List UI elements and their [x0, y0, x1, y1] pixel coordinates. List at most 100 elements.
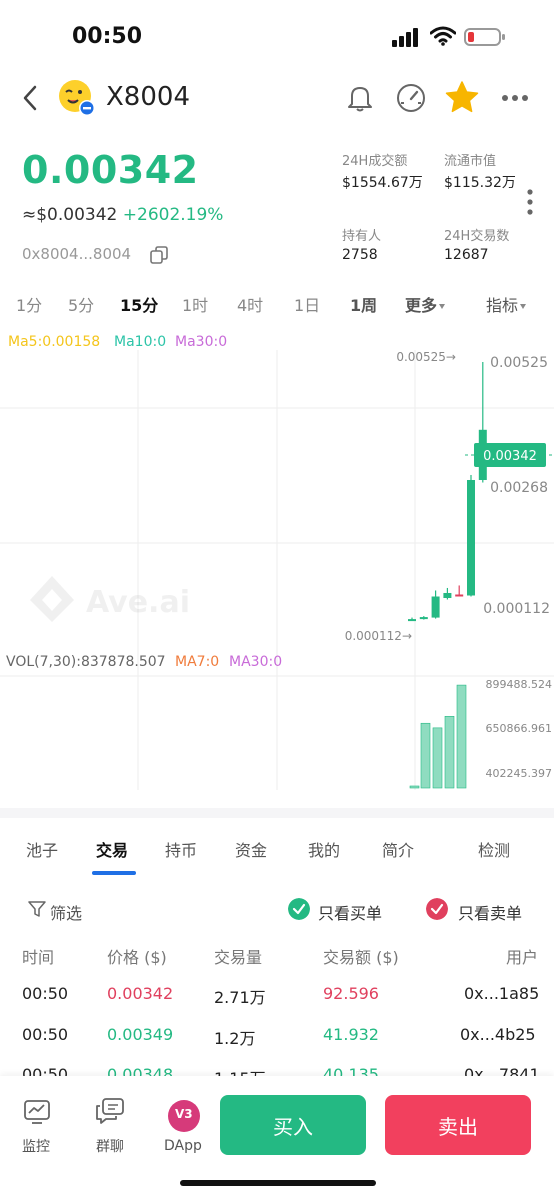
- high-price-marker: 0.00525→: [396, 350, 456, 364]
- volume-bar: [456, 684, 467, 789]
- candle-body: [467, 480, 475, 596]
- only-buy-check-icon[interactable]: [288, 898, 310, 920]
- volume-ma30: MA30:0: [229, 654, 283, 670]
- tab-holders[interactable]: 持币: [165, 841, 198, 860]
- battery-low-icon: [464, 28, 505, 46]
- usd-price-line: ≈$0.00342 +2602.19%: [22, 205, 223, 225]
- row-price: 0.00342: [107, 984, 174, 1003]
- indicator-menu[interactable]: 指标: [486, 292, 527, 316]
- indicator-label: 指标: [486, 296, 519, 315]
- tab-intro[interactable]: 简介: [382, 841, 415, 860]
- row-user[interactable]: 0x...1a85: [464, 984, 540, 1003]
- row-volume: 2.71万: [214, 988, 266, 1007]
- dropdown-triangle-icon: [439, 304, 446, 309]
- volume-ma7: MA7:0: [175, 654, 220, 670]
- token-price: 0.00342: [22, 148, 199, 192]
- stat-label: 持有人: [342, 229, 382, 244]
- row-volume: 1.2万: [214, 1029, 256, 1048]
- chart-grid: [0, 350, 554, 790]
- token-avatar: [59, 80, 95, 116]
- row-price: 0.00349: [107, 1025, 174, 1044]
- only-buy-toggle[interactable]: 只看买单: [318, 904, 383, 923]
- back-icon[interactable]: [20, 84, 40, 112]
- timeframe-1m[interactable]: 1分: [16, 296, 43, 315]
- timeframe-more[interactable]: 更多: [405, 292, 446, 316]
- dapp-icon[interactable]: [168, 1100, 200, 1132]
- sell-button[interactable]: 卖出: [385, 1095, 531, 1155]
- timeframe-5m[interactable]: 5分: [68, 296, 95, 315]
- only-sell-check-icon[interactable]: [426, 898, 448, 920]
- monitor-label[interactable]: 监控: [22, 1139, 50, 1155]
- tab-mine[interactable]: 我的: [308, 841, 341, 860]
- current-price-tag: [474, 443, 546, 467]
- status-time: 00:50: [72, 24, 143, 49]
- section-divider: [0, 808, 554, 818]
- stat-value: $1554.67万: [342, 175, 423, 191]
- row-time: 00:50: [22, 984, 69, 1003]
- stats-more-icon[interactable]: [526, 188, 534, 216]
- dapp-badge: V3: [175, 1107, 193, 1121]
- stat-label: 流通市值: [444, 154, 497, 169]
- tab-audit[interactable]: 检测: [478, 841, 511, 860]
- candle-body: [419, 617, 428, 620]
- stat-value: 12687: [444, 247, 489, 263]
- col-header-time: 时间: [22, 948, 55, 967]
- stat-label: 24H成交额: [342, 154, 408, 169]
- gauge-icon[interactable]: [394, 82, 428, 114]
- volume-axis-label: 650866.961: [486, 722, 552, 735]
- stat-label: 24H交易数: [444, 229, 510, 244]
- group-chat-icon[interactable]: [96, 1098, 124, 1124]
- price-axis-label: 0.00268: [490, 480, 548, 496]
- volume-axis-label: 899488.524: [486, 678, 552, 691]
- volume-axis-label: 402245.397: [486, 767, 552, 780]
- watermark-logo: Ave.ai: [30, 576, 190, 622]
- col-header-amount: 交易额 ($): [323, 948, 399, 967]
- filter-button[interactable]: 筛选: [50, 904, 83, 923]
- row-time: 00:50: [22, 1025, 69, 1044]
- col-header-volume: 交易量: [214, 948, 263, 967]
- tab-trades[interactable]: 交易: [96, 841, 129, 860]
- timeframe-1h[interactable]: 1时: [182, 296, 209, 315]
- volume-bar: [444, 716, 455, 789]
- dropdown-triangle-icon: [520, 304, 527, 309]
- monitor-icon[interactable]: [24, 1100, 50, 1124]
- timeframe-1d[interactable]: 1日: [294, 296, 321, 315]
- candlestick-chart[interactable]: Ave.ai 0.00342 0.00525 0.00268 0.000112 …: [0, 330, 554, 800]
- favorite-star-icon[interactable]: [444, 80, 480, 114]
- row-user[interactable]: 0x...4b25: [460, 1025, 536, 1044]
- svg-text:Ave.ai: Ave.ai: [86, 585, 190, 620]
- col-header-user: 用户: [506, 948, 539, 967]
- timeframe-15m[interactable]: 15分: [120, 296, 159, 315]
- cellular-signal-icon: [392, 28, 418, 47]
- bell-icon[interactable]: [344, 82, 376, 114]
- copy-icon[interactable]: [150, 246, 168, 264]
- row-amount: 41.932: [323, 1025, 379, 1044]
- dapp-label[interactable]: DApp: [164, 1138, 202, 1154]
- stat-value: $115.32万: [444, 175, 516, 191]
- only-sell-toggle[interactable]: 只看卖单: [458, 904, 523, 923]
- tab-pool[interactable]: 池子: [26, 841, 59, 860]
- row-amount: 92.596: [323, 984, 379, 1003]
- timeframe-4h[interactable]: 4时: [237, 296, 264, 315]
- tab-funds[interactable]: 资金: [235, 841, 268, 860]
- volume-bar: [432, 727, 443, 789]
- candle-body: [431, 596, 440, 618]
- candle-body: [408, 619, 416, 622]
- wifi-icon: [430, 26, 456, 46]
- timeframe-more-label: 更多: [405, 296, 438, 315]
- ma10-indicator: Ma10:0: [114, 334, 167, 350]
- candle-body: [443, 592, 452, 599]
- price-axis-label: 0.000112: [483, 601, 550, 617]
- buy-button[interactable]: 买入: [220, 1095, 366, 1155]
- chat-label[interactable]: 群聊: [96, 1139, 124, 1155]
- low-price-marker: 0.000112→: [345, 629, 412, 643]
- stat-value: 2758: [342, 247, 378, 263]
- active-tab-indicator: [92, 871, 136, 875]
- filter-icon[interactable]: [28, 900, 46, 918]
- home-indicator: [180, 1180, 376, 1186]
- volume-bar: [420, 722, 431, 789]
- timeframe-1w[interactable]: 1周: [350, 296, 378, 315]
- volume-label: VOL(7,30):837878.507: [6, 654, 166, 670]
- more-icon[interactable]: [500, 88, 530, 108]
- candle-body: [455, 594, 464, 597]
